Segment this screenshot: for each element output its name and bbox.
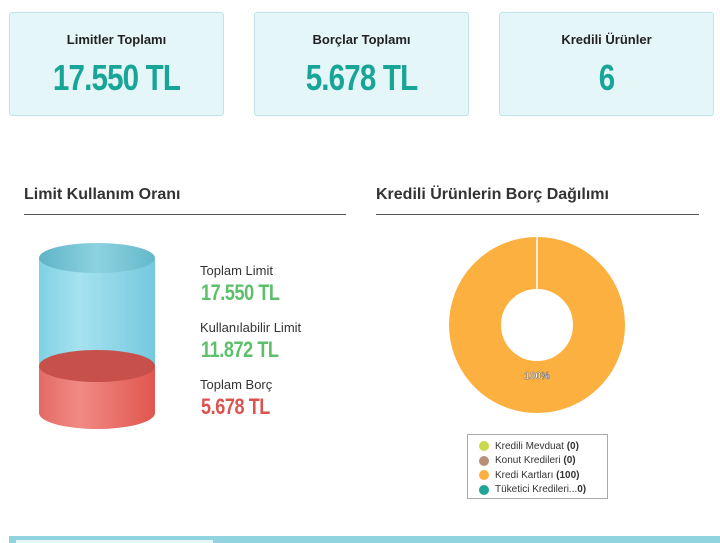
legend-item[interactable]: Tüketici Kredileri... 0) (479, 483, 607, 498)
card-label: Borçlar Toplamı (312, 32, 411, 47)
available-limit-label: Kullanılabilir Limit (200, 320, 302, 335)
legend-name: Konut Kredileri (495, 455, 561, 467)
section-divider (24, 214, 346, 215)
slice-label: 100% (524, 371, 550, 382)
legend-item[interactable]: Konut Kredileri (0) (479, 454, 607, 469)
total-debt-value: 5.678 TL (201, 394, 270, 419)
legend-item[interactable]: Kredili Mevduat (0) (479, 439, 607, 454)
total-limit-label: Toplam Limit (200, 263, 273, 278)
debt-donut-chart: 100% (449, 237, 625, 413)
cylinder-fill-top (39, 350, 155, 382)
cylinder-top (39, 243, 155, 273)
card-label: Limitler Toplamı (66, 32, 167, 47)
card-value: 5.678 TL (305, 57, 418, 98)
cylinder-filled-part (39, 366, 155, 429)
card-value: 17.550 TL (52, 57, 181, 98)
chart-legend: Kredili Mevduat (0) Konut Kredileri (0) … (467, 434, 608, 499)
legend-dot (479, 441, 489, 452)
debt-total-card: Borçlar Toplamı 5.678 TL (254, 12, 469, 116)
debt-distribution-title: Kredili Ürünlerin Borç Dağılımı (376, 186, 609, 203)
limit-total-card: Limitler Toplamı 17.550 TL (9, 12, 224, 116)
legend-item[interactable]: Kredi Kartları (100) (479, 468, 607, 483)
available-limit-value: 11.872 TL (201, 337, 279, 362)
legend-name: Kredili Mevduat (495, 440, 564, 452)
total-debt-label: Toplam Borç (200, 377, 273, 392)
section-divider (376, 214, 699, 215)
legend-dot (479, 455, 489, 466)
legend-count: (100) (556, 469, 580, 481)
limit-usage-title: Limit Kullanım Oranı (24, 186, 181, 203)
card-label: Kredili Ürünler (561, 32, 652, 47)
legend-dot (479, 484, 489, 495)
legend-dot (479, 470, 489, 481)
bottom-panel-tab[interactable] (16, 540, 213, 543)
total-limit-value: 17.550 TL (201, 280, 280, 305)
credit-products-card: Kredili Ürünler 6 (499, 12, 714, 116)
legend-count: 0) (577, 484, 587, 496)
limit-cylinder (39, 243, 155, 429)
legend-name: Kredi Kartları (495, 469, 554, 481)
legend-count: (0) (563, 455, 576, 467)
legend-count: (0) (566, 440, 579, 452)
bottom-panel-header (9, 536, 720, 543)
legend-name: Tüketici Kredileri... (495, 484, 578, 496)
card-value: 6 (598, 57, 615, 98)
